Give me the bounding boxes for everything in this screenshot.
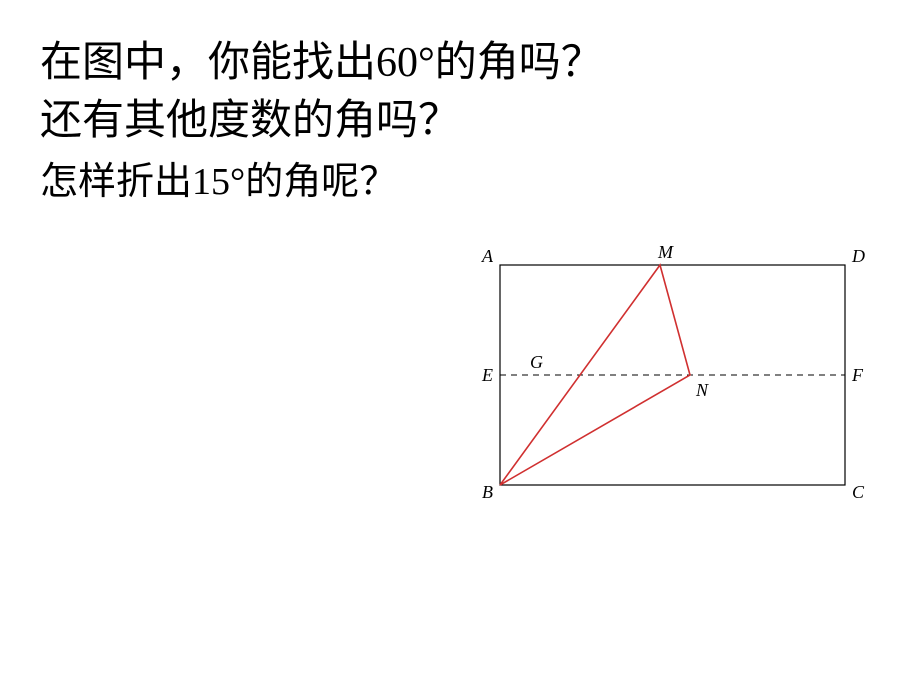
triangle-BMN: [500, 265, 690, 485]
label-M: M: [657, 242, 674, 262]
label-G: G: [530, 352, 543, 372]
question-line-1: 在图中，你能找出60°的角吗？: [40, 28, 603, 89]
question-line-2: 还有其他度数的角吗？: [40, 86, 460, 147]
label-A: A: [481, 246, 494, 266]
label-C: C: [852, 482, 865, 502]
label-E: E: [481, 365, 493, 385]
question-line-3: 怎样折出15°的角呢？: [40, 150, 397, 205]
label-F: F: [851, 365, 864, 385]
label-N: N: [695, 380, 709, 400]
label-D: D: [851, 246, 865, 266]
geometry-diagram: A D B C E F M N G: [460, 240, 880, 520]
label-B: B: [482, 482, 493, 502]
rectangle-ABDC: [500, 265, 845, 485]
